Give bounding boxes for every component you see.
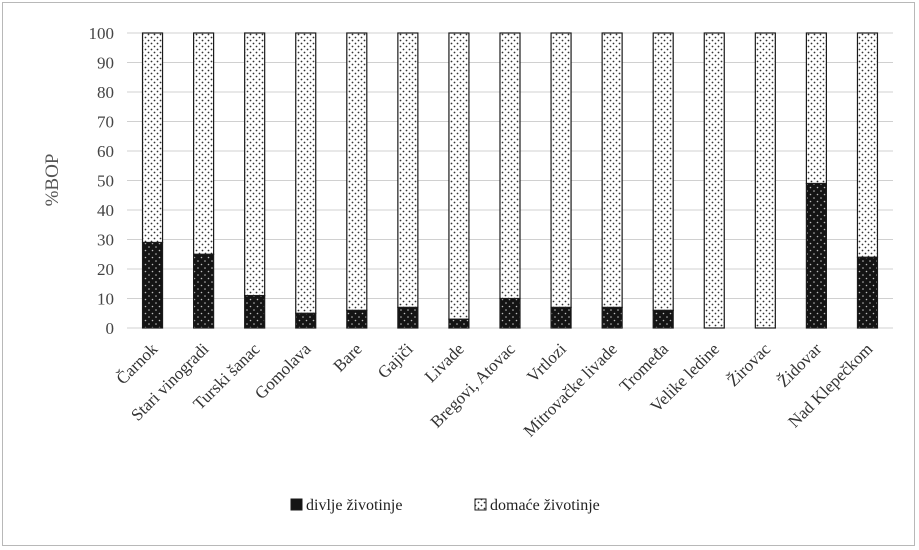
bar-divlje-13 bbox=[805, 182, 828, 329]
bar-divlje-6 bbox=[448, 318, 470, 329]
legend-swatch-divlje bbox=[290, 498, 303, 511]
x-category-label: Mitrovačke livade bbox=[520, 339, 621, 440]
bar-domace-6 bbox=[448, 32, 470, 320]
x-category-label: Bare bbox=[329, 339, 365, 375]
y-tick-label: 10 bbox=[97, 290, 114, 309]
bar-domace-14 bbox=[856, 32, 879, 258]
x-category-label: Gajiči bbox=[374, 339, 417, 382]
bar-domace-1 bbox=[193, 32, 215, 255]
bar-divlje-10 bbox=[652, 309, 674, 329]
bar-divlje-14 bbox=[856, 256, 879, 329]
bar-divlje-1 bbox=[193, 253, 215, 329]
bars bbox=[141, 32, 879, 329]
x-category-label: Gomolava bbox=[251, 339, 315, 403]
legend-label: divlje životinje bbox=[306, 497, 402, 514]
bar-domace-8 bbox=[550, 32, 572, 308]
y-tick-label: 80 bbox=[97, 83, 114, 102]
y-tick-label: 40 bbox=[97, 201, 114, 220]
y-tick-label: 70 bbox=[97, 113, 114, 132]
x-category-label: Vrtlozi bbox=[523, 339, 570, 386]
bar-domace-0 bbox=[141, 32, 164, 244]
y-tick-label: 100 bbox=[89, 24, 115, 43]
bar-divlje-0 bbox=[141, 241, 164, 329]
bar-domace-3 bbox=[295, 32, 317, 314]
y-tick-label: 30 bbox=[97, 231, 114, 250]
bar-domace-9 bbox=[601, 32, 623, 308]
y-axis-tick-labels: 0 10 20 30 40 50 60 70 80 90 100 bbox=[89, 24, 115, 338]
x-category-label: Židovar bbox=[774, 339, 826, 391]
bar-divlje-8 bbox=[550, 306, 572, 329]
bar-domace-4 bbox=[346, 32, 368, 311]
legend-swatch-domace bbox=[474, 498, 487, 511]
bar-domace-2 bbox=[244, 32, 266, 297]
bar-domace-5 bbox=[397, 32, 419, 308]
bar-divlje-3 bbox=[295, 312, 317, 329]
bar-domace-10 bbox=[652, 32, 674, 311]
bar-divlje-9 bbox=[601, 306, 623, 329]
legend: divlje životinje domaće životinje bbox=[290, 497, 600, 514]
bar-divlje-2 bbox=[244, 294, 266, 329]
y-tick-label: 90 bbox=[97, 54, 114, 73]
x-category-label: Čarnok bbox=[113, 339, 162, 388]
bar-divlje-5 bbox=[397, 306, 419, 329]
legend-label: domaće životinje bbox=[490, 497, 600, 514]
bar-domace-13 bbox=[805, 32, 828, 185]
y-tick-label: 0 bbox=[106, 319, 115, 338]
bar-divlje-4 bbox=[346, 309, 368, 329]
y-axis-label: %BOP bbox=[42, 154, 63, 207]
bar-domace-7 bbox=[499, 32, 521, 300]
y-tick-label: 50 bbox=[97, 172, 114, 191]
x-category-label: Žirovac bbox=[723, 339, 774, 390]
bar-domace-11 bbox=[703, 32, 725, 329]
y-tick-label: 20 bbox=[97, 260, 114, 279]
y-tick-label: 60 bbox=[97, 142, 114, 161]
bar-domace-12 bbox=[754, 32, 776, 329]
bar-divlje-7 bbox=[499, 297, 521, 329]
x-category-label: Livade bbox=[421, 339, 468, 386]
